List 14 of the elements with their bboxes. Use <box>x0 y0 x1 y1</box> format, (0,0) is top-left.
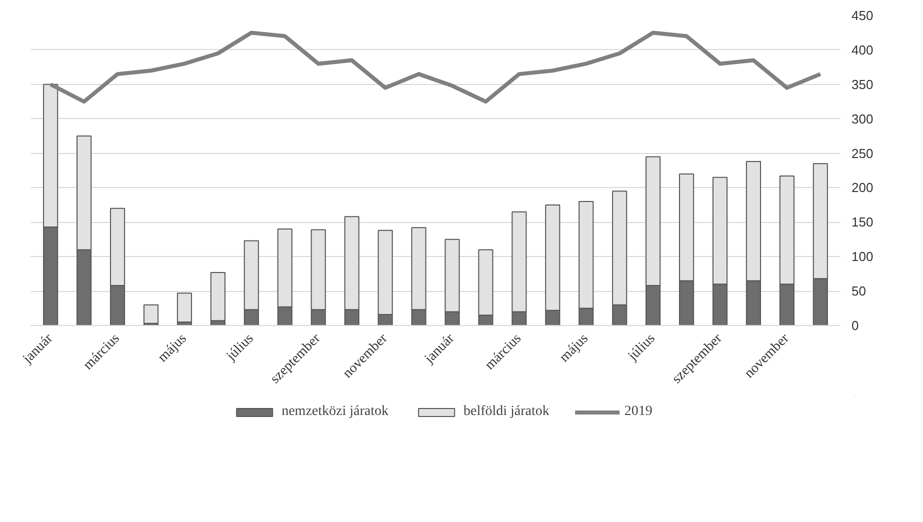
y-tick-label: 200 <box>852 180 874 196</box>
y-tick-label: 50 <box>852 284 866 299</box>
y-tick-label: 250 <box>852 146 874 161</box>
y-tick-label: 0 <box>852 318 859 333</box>
y-tick-label: 450 <box>852 8 874 23</box>
y-tick-label: 100 <box>852 249 874 264</box>
legend-label: belföldi járatok <box>463 404 550 420</box>
legend-label: nemzetközi járatok <box>282 404 388 420</box>
y-tick-label: 300 <box>852 111 874 126</box>
y-tick-label: 150 <box>852 214 874 230</box>
y-tick-label: 400 <box>852 42 874 58</box>
y-tick-label: 350 <box>852 76 874 92</box>
line-series <box>48 30 822 104</box>
legend-label: 2019 <box>624 404 652 420</box>
